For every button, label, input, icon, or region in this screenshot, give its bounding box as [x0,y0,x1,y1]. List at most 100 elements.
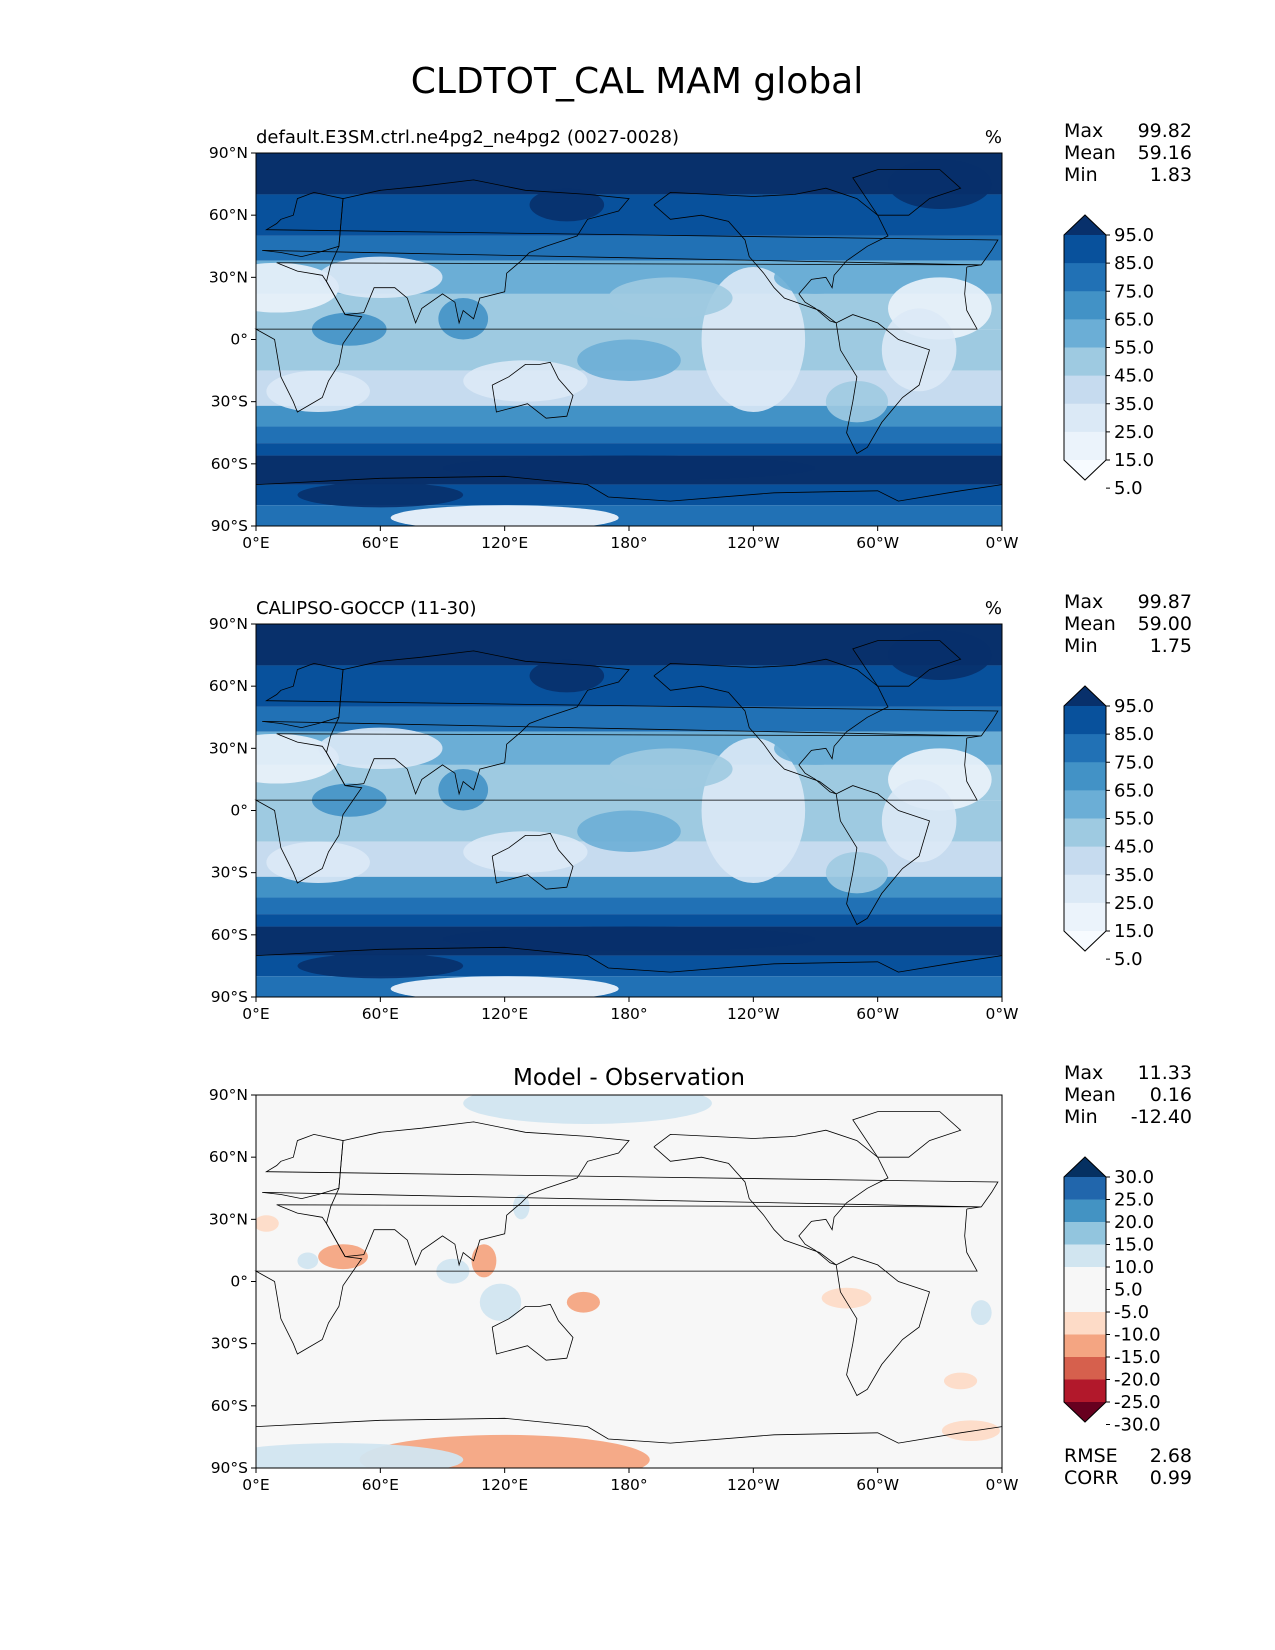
field-blob [256,262,339,313]
field-anomaly [566,1291,600,1313]
coastline [262,1133,999,1208]
x-tick-label: 60°E [362,1005,399,1023]
coastline [653,658,889,795]
y-tick-label: 90°S [211,988,248,1006]
y-tick-label: 60°N [209,1148,248,1166]
stat-label: Min [1064,635,1098,657]
colorbar-segment [1064,1199,1106,1223]
colorbar-label: -25.0 [1114,1392,1161,1413]
field-blob [438,298,489,340]
field-blob [463,831,588,873]
field-blob [256,733,339,784]
field-blob [881,308,957,392]
colorbar-label: 85.0 [1114,253,1154,274]
map-field [256,624,1002,997]
stat-value: 0.16 [1150,1084,1192,1106]
extra-stat-label: CORR [1064,1467,1119,1489]
colorbar-segment [1064,291,1106,320]
colorbar-label: 20.0 [1114,1212,1154,1233]
colorbar-label: 15.0 [1114,1235,1154,1256]
extra-stat-label: RMSE [1064,1445,1118,1467]
field-anomaly [463,1095,712,1125]
colorbar-segment [1064,319,1106,348]
colorbar-label: 45.0 [1114,837,1154,858]
field-anomaly [512,1194,530,1220]
stat-label: Max [1064,1062,1103,1084]
field-band [256,426,1002,444]
colorbar-segment [1064,235,1106,264]
colorbar-label: -15.0 [1114,1347,1161,1368]
coastline [326,650,630,796]
y-tick-label: 30°N [209,268,248,286]
x-tick-label: 180° [610,1476,647,1494]
field-blob [825,851,889,894]
colorbar-segment [1064,263,1106,292]
field-blob [888,630,992,680]
colorbar-segment [1064,403,1106,433]
colorbar-label: -20.0 [1114,1370,1161,1391]
y-tick-label: 60°S [211,926,248,944]
coastline [835,314,930,455]
map-field [256,153,1002,526]
colorbar-label: 55.0 [1114,338,1154,359]
field-anomaly [256,1443,464,1468]
field-blob [825,380,889,423]
x-tick-label: 120°W [727,534,780,552]
coastline [262,662,999,737]
colorbar-label: -30.0 [1114,1415,1161,1436]
y-tick-label: 60°N [209,677,248,695]
y-tick-label: 60°N [209,206,248,224]
colorbar-label: 55.0 [1114,809,1154,830]
colorbar-label: 15.0 [1114,450,1154,471]
x-tick-label: 60°W [856,534,899,552]
y-tick-label: 0° [230,802,248,820]
field-band [256,405,1002,427]
field-anomaly [297,1252,319,1270]
stat-label: Mean [1064,613,1116,635]
map-background [256,1095,1002,1468]
stat-label: Max [1064,591,1103,613]
field-blob [390,505,619,526]
field-blob [318,727,443,770]
panel-title: default.E3SM.ctrl.ne4pg2_ne4pg2 (0027-00… [256,127,679,148]
x-tick-label: 120°W [727,1476,780,1494]
field-blob [577,810,681,852]
y-tick-label: 30°S [211,393,248,411]
colorbar-label: 75.0 [1114,752,1154,773]
colorbar-segment [1064,1334,1106,1358]
colorbar-label: 95.0 [1114,696,1154,717]
coastline [326,1121,630,1267]
colorbar-label: 15.0 [1114,921,1154,942]
x-tick-label: 120°E [481,1476,528,1494]
field-blob [266,370,370,413]
field-band [256,876,1002,898]
colorbar-segment [1064,347,1106,377]
colorbar-extend-top [1064,215,1106,235]
coastline [254,1204,982,1355]
stat-value: 99.87 [1138,591,1192,613]
extra-stat-value: 2.68 [1150,1445,1192,1467]
chart-panel-1: default.E3SM.ctrl.ne4pg2_ne4pg2 (0027-00… [209,120,1192,552]
colorbar-label: 65.0 [1114,309,1154,330]
colorbar-segment [1064,874,1106,904]
stat-label: Mean [1064,142,1116,164]
colorbar-segment [1064,902,1106,932]
colorbar-segment [1064,1357,1106,1380]
field-anomaly [821,1287,872,1309]
y-tick-label: 90°N [209,615,248,633]
panel-title: CALIPSO-GOCCP (11-30) [256,598,477,619]
x-tick-label: 0°W [986,1476,1019,1494]
coastline [852,640,962,687]
coastline [255,475,1003,502]
coastline [491,832,574,890]
field-band [256,624,1002,666]
stat-label: Min [1064,164,1098,186]
figure-suptitle: CLDTOT_CAL MAM global [411,61,863,102]
field-band [256,443,1002,456]
stat-label: Max [1064,120,1103,142]
field-anomaly [318,1244,368,1270]
colorbar-label: 25.0 [1114,893,1154,914]
field-blob [774,731,857,765]
colorbar-label: 25.0 [1114,1190,1154,1211]
field-blob [297,953,464,979]
